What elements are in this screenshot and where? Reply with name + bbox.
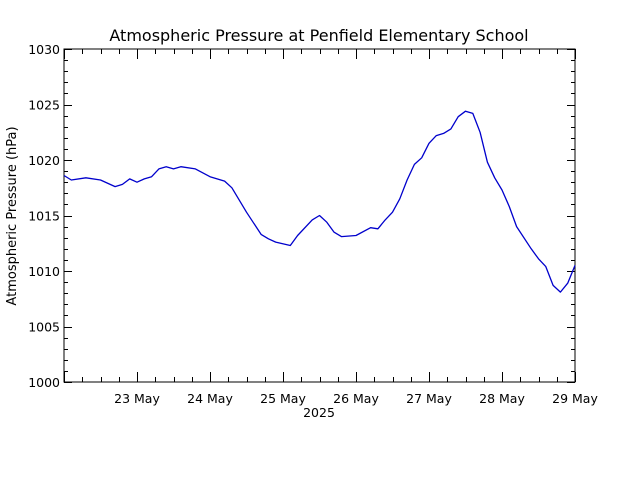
y-tick-label: 1005 xyxy=(28,320,60,335)
x-tick-label: 28 May xyxy=(479,391,525,406)
y-axis-label: Atmospheric Pressure (hPa) xyxy=(5,126,20,305)
y-tick-label: 1000 xyxy=(28,375,60,390)
y-tick-label: 1020 xyxy=(28,153,60,168)
x-axis-label: 2025 xyxy=(303,405,335,420)
y-tick-label: 1025 xyxy=(28,98,60,113)
x-tick-label: 25 May xyxy=(260,391,306,406)
x-tick-label: 27 May xyxy=(406,391,452,406)
plot-frame xyxy=(63,48,576,383)
x-tick-label: 24 May xyxy=(187,391,233,406)
pressure-series-line xyxy=(63,110,576,293)
axis-ticks xyxy=(64,49,576,383)
y-tick-label: 1030 xyxy=(28,42,60,57)
chart-title: Atmospheric Pressure at Penfield Element… xyxy=(109,26,528,45)
y-tick-label: 1010 xyxy=(28,264,60,279)
y-tick-labels: 1000 1005 1010 1015 1020 1025 1030 xyxy=(28,42,60,390)
x-tick-label: 29 May xyxy=(552,391,598,406)
y-tick-label: 1015 xyxy=(28,209,60,224)
x-tick-label: 23 May xyxy=(114,391,160,406)
series-group xyxy=(63,110,576,293)
x-tick-labels: 23 May 24 May 25 May 26 May 27 May 28 May 29 M… xyxy=(114,391,598,406)
x-tick-label: 26 May xyxy=(333,391,379,406)
